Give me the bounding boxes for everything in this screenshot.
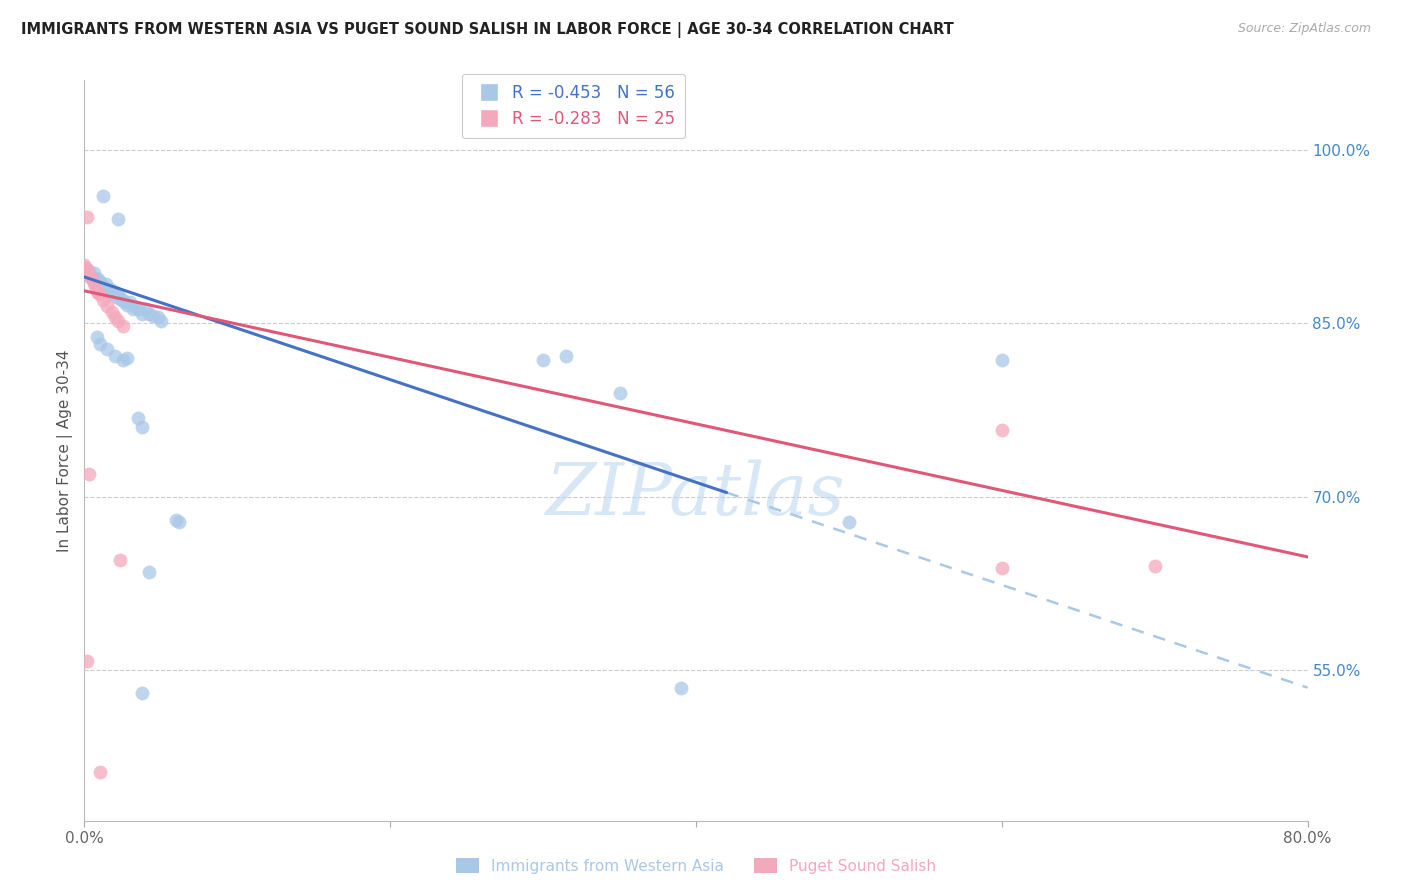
Legend: Immigrants from Western Asia, Puget Sound Salish: Immigrants from Western Asia, Puget Soun…: [450, 852, 942, 880]
Text: IMMIGRANTS FROM WESTERN ASIA VS PUGET SOUND SALISH IN LABOR FORCE | AGE 30-34 CO: IMMIGRANTS FROM WESTERN ASIA VS PUGET SO…: [21, 22, 953, 38]
Point: [97, 286, 120, 301]
Point: [86, 330, 108, 344]
Point: [991, 423, 1014, 437]
Point: [149, 314, 172, 328]
Point: [131, 420, 153, 434]
Point: [77, 264, 100, 278]
Point: [115, 351, 138, 365]
Point: [96, 284, 118, 298]
Point: [531, 353, 554, 368]
Point: [104, 285, 127, 299]
Point: [84, 271, 107, 285]
Point: [555, 349, 578, 363]
Point: [89, 275, 111, 289]
Point: [112, 295, 135, 310]
Point: [93, 281, 115, 295]
Point: [146, 310, 169, 325]
Point: [86, 284, 108, 298]
Point: [135, 302, 157, 317]
Point: [91, 189, 114, 203]
Point: [104, 310, 127, 325]
Point: [76, 263, 98, 277]
Text: ZIPatlas: ZIPatlas: [546, 459, 846, 530]
Point: [138, 307, 160, 321]
Point: [165, 513, 187, 527]
Point: [90, 277, 112, 291]
Point: [79, 268, 101, 283]
Point: [75, 260, 97, 275]
Point: [73, 267, 96, 281]
Point: [111, 353, 134, 368]
Point: [83, 267, 105, 281]
Point: [77, 467, 100, 481]
Point: [104, 349, 127, 363]
Point: [77, 268, 100, 282]
Point: [131, 686, 153, 700]
Point: [609, 385, 631, 400]
Point: [991, 561, 1014, 575]
Text: Source: ZipAtlas.com: Source: ZipAtlas.com: [1237, 22, 1371, 36]
Point: [122, 302, 145, 317]
Point: [991, 353, 1014, 368]
Point: [669, 681, 692, 695]
Point: [105, 290, 128, 304]
Point: [89, 765, 111, 780]
Point: [111, 293, 134, 307]
Point: [94, 277, 117, 291]
Point: [838, 515, 860, 529]
Point: [91, 279, 114, 293]
Point: [98, 281, 121, 295]
Point: [111, 318, 134, 333]
Point: [115, 298, 138, 312]
Point: [127, 411, 149, 425]
Point: [131, 307, 153, 321]
Point: [142, 310, 165, 324]
Point: [73, 259, 96, 273]
Point: [103, 287, 125, 301]
Point: [107, 314, 129, 328]
Y-axis label: In Labor Force | Age 30-34: In Labor Force | Age 30-34: [58, 349, 73, 552]
Point: [125, 300, 148, 314]
Point: [101, 304, 124, 318]
Point: [89, 287, 111, 301]
Point: [120, 295, 142, 310]
Point: [80, 269, 103, 284]
Point: [108, 292, 131, 306]
Point: [79, 269, 101, 284]
Point: [83, 276, 105, 290]
Point: [107, 287, 129, 301]
Point: [76, 654, 98, 668]
Point: [101, 285, 124, 299]
Point: [96, 342, 118, 356]
Point: [138, 565, 160, 579]
Point: [76, 268, 98, 282]
Point: [87, 272, 110, 286]
Point: [80, 272, 103, 286]
Point: [1143, 559, 1166, 574]
Point: [84, 279, 107, 293]
Point: [167, 515, 190, 529]
Point: [86, 275, 108, 289]
Point: [128, 302, 150, 317]
Point: [96, 299, 118, 313]
Point: [108, 553, 131, 567]
Point: [87, 286, 110, 301]
Point: [107, 212, 129, 227]
Point: [76, 210, 98, 224]
Point: [91, 293, 114, 307]
Point: [89, 337, 111, 351]
